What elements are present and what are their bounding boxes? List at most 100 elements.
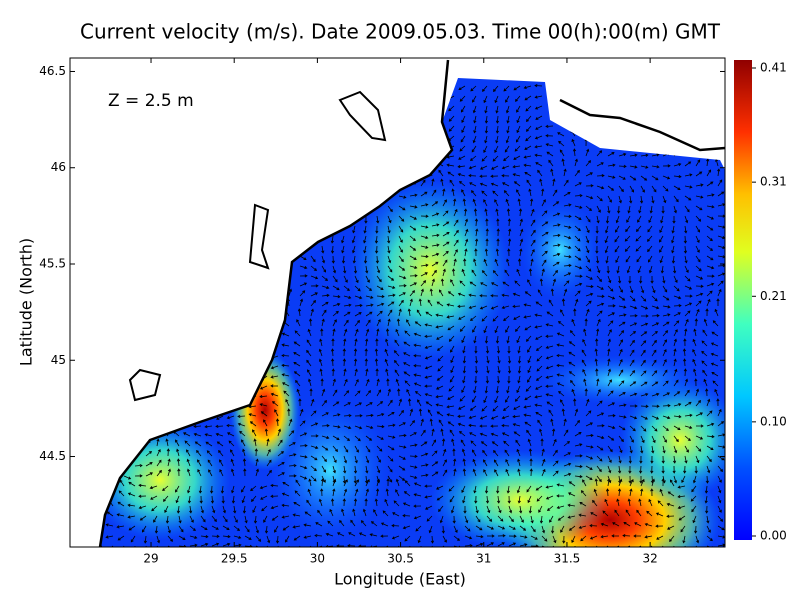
current-arrow [495, 385, 500, 394]
current-arrow [574, 169, 580, 177]
current-arrow [519, 505, 523, 514]
current-arrow [153, 515, 158, 523]
current-arrow [636, 225, 642, 232]
current-arrow [306, 499, 312, 507]
current-arrow [442, 268, 446, 277]
current-arrow [703, 378, 708, 387]
current-arrow [585, 215, 591, 223]
current-arrow [517, 458, 521, 467]
current-arrow [629, 445, 633, 454]
current-arrow [585, 433, 594, 438]
current-arrow [364, 215, 368, 224]
current-arrow [504, 269, 510, 277]
current-arrow [264, 428, 268, 437]
current-arrow [704, 495, 708, 504]
current-arrow [330, 348, 335, 357]
current-arrow [420, 214, 429, 218]
current-arrow [233, 525, 241, 532]
current-arrow [469, 405, 477, 411]
current-arrow [413, 332, 422, 337]
current-arrow [605, 215, 610, 224]
current-arrow [514, 325, 521, 332]
current-arrow [574, 255, 582, 261]
current-arrow [431, 439, 436, 447]
current-arrow [574, 454, 583, 458]
current-arrow [387, 475, 393, 483]
current-arrow [550, 288, 555, 297]
current-arrow [365, 435, 373, 441]
current-arrow [618, 478, 623, 487]
current-arrow [651, 370, 658, 377]
current-arrow [650, 488, 654, 497]
current-arrow [242, 458, 247, 467]
current-arrow [717, 455, 725, 461]
colorbar-tick-label: 0.31 [760, 175, 787, 189]
current-arrow [706, 535, 713, 542]
current-arrow [249, 421, 257, 427]
current-arrow [442, 259, 448, 267]
current-arrow [178, 525, 184, 533]
current-arrow [398, 433, 407, 438]
current-arrow [634, 522, 642, 527]
current-arrow [387, 235, 391, 244]
current-arrow [596, 195, 603, 202]
current-arrow [431, 178, 435, 187]
current-arrow [710, 352, 719, 357]
current-arrow [462, 495, 466, 504]
current-arrow [513, 85, 521, 91]
current-arrow [673, 329, 678, 337]
current-arrow [497, 525, 506, 530]
current-arrow [332, 310, 339, 317]
current-arrow [640, 285, 645, 294]
current-arrow [332, 265, 337, 274]
current-arrow [628, 465, 632, 474]
current-arrow [453, 258, 457, 267]
current-arrow [530, 258, 534, 267]
current-arrow [541, 268, 545, 277]
current-arrow [534, 313, 543, 317]
current-arrow [281, 382, 290, 387]
current-arrow [490, 415, 499, 420]
current-arrow [523, 85, 532, 89]
current-arrow [374, 348, 379, 357]
current-arrow [206, 450, 213, 457]
coastline [248, 203, 270, 270]
current-arrow [607, 358, 611, 367]
current-arrow [574, 408, 579, 417]
current-arrow [118, 490, 125, 497]
current-arrow [563, 441, 570, 447]
current-arrow [331, 368, 335, 377]
current-arrow [167, 525, 171, 534]
current-arrow [563, 288, 568, 297]
current-arrow [618, 435, 624, 443]
current-arrow [460, 439, 466, 447]
current-arrow [255, 545, 264, 547]
current-arrow [528, 505, 532, 514]
current-arrow [196, 450, 202, 457]
current-arrow [471, 145, 477, 153]
current-arrow [534, 135, 543, 140]
current-arrow [448, 115, 455, 122]
current-arrow [494, 469, 499, 477]
current-arrow [413, 493, 422, 497]
current-arrow [395, 489, 400, 497]
current-arrow [200, 542, 209, 547]
current-arrow [607, 312, 615, 317]
current-arrow [629, 359, 635, 367]
current-arrow [574, 215, 582, 220]
current-arrow [252, 429, 257, 437]
current-arrow [321, 423, 330, 428]
current-arrow [358, 532, 367, 537]
current-arrow [481, 155, 488, 162]
current-arrow [574, 182, 582, 187]
current-arrow [376, 401, 384, 407]
current-arrow [453, 458, 457, 467]
current-arrow [545, 345, 554, 349]
current-arrow [640, 370, 647, 377]
current-arrow [457, 292, 466, 297]
current-arrow [464, 543, 473, 547]
current-arrow [618, 380, 625, 387]
current-arrow [629, 435, 634, 443]
current-arrow [156, 438, 160, 447]
current-arrow [484, 115, 489, 124]
